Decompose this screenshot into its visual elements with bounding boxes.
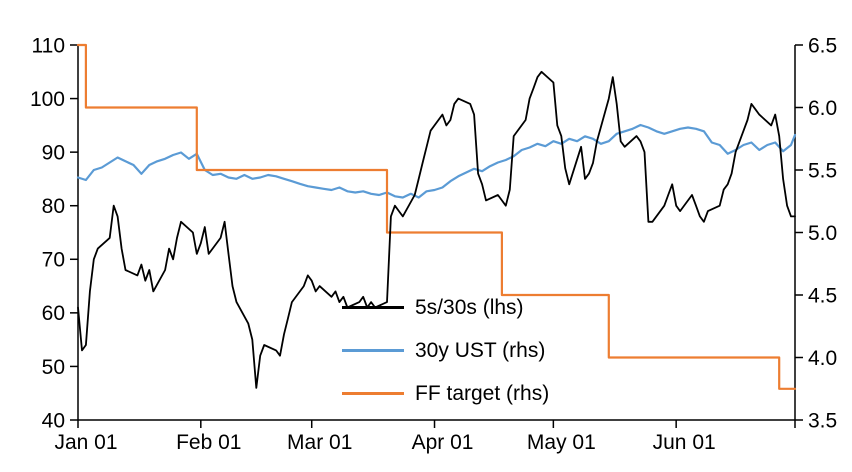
right-tick-label: 6.0	[808, 97, 837, 120]
right-tick-label: 3.5	[808, 409, 837, 432]
legend-entry-ff-target: FF target (rhs)	[342, 372, 549, 415]
right-tick-label: 5.5	[808, 159, 837, 182]
right-tick-label: 6.5	[808, 34, 837, 57]
legend-entry-30y-ust: 30y UST (rhs)	[342, 329, 549, 372]
legend-line-swatch-5s30s	[342, 306, 404, 309]
bottom-tick-label: Jan 01	[54, 431, 117, 454]
left-tick-label: 60	[42, 302, 65, 325]
right-tick-label: 5.0	[808, 222, 837, 245]
left-tick-label: 90	[42, 141, 65, 164]
legend-label-ff-target: FF target (rhs)	[415, 382, 550, 405]
bottom-tick-label: Feb 01	[176, 431, 241, 454]
left-tick-label: 50	[42, 356, 65, 379]
left-tick-label: 110	[32, 34, 65, 57]
series-line-1	[76, 123, 797, 199]
bottom-tick-label: Apr 01	[412, 431, 474, 454]
bottom-tick-label: Mar 01	[287, 431, 352, 454]
legend-line-swatch-ff-target	[342, 392, 404, 395]
legend-line-swatch-30y-ust	[342, 349, 404, 352]
right-tick-label: 4.5	[808, 284, 837, 307]
axis-labels: 40 50 60 70 80 90 100 110 3.5 4.0 4.5 5.0 5.5 6.0 6.5 J…	[30, 34, 837, 454]
left-tick-label: 100	[30, 88, 65, 111]
series-line-2	[76, 43, 797, 390]
left-tick-label: 40	[42, 409, 65, 432]
left-tick-label: 80	[42, 195, 65, 218]
bottom-tick-label: Jun 01	[653, 431, 716, 454]
left-tick-label: 70	[42, 249, 65, 272]
bottom-tick-label: May 01	[527, 431, 596, 454]
series-line-0	[77, 70, 796, 389]
legend-entry-5s30s: 5s/30s (lhs)	[342, 286, 549, 329]
legend: 5s/30s (lhs) 30y UST (rhs) FF target (rh…	[342, 286, 549, 415]
axes	[70, 44, 803, 428]
right-tick-label: 4.0	[808, 347, 837, 370]
legend-label-30y-ust: 30y UST (rhs)	[415, 339, 546, 362]
legend-label-5s30s: 5s/30s (lhs)	[415, 296, 524, 319]
